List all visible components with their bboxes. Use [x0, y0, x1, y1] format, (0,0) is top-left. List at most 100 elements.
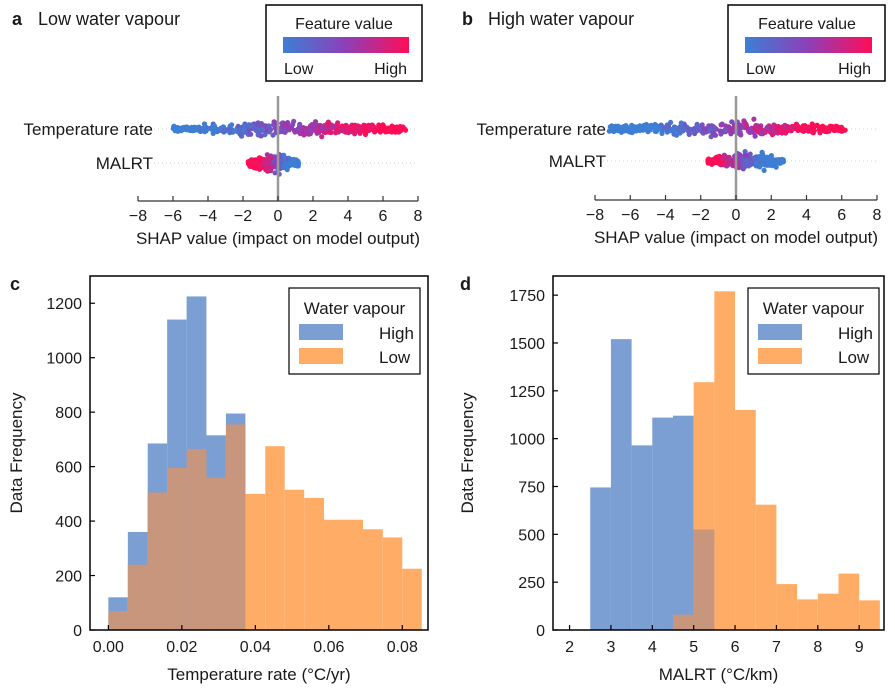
y-tick-label: 0 — [73, 623, 82, 640]
shap-plot-a: Temperature rate MALRT −8 −6 −4 −2 0 2 4 6 8 SHAP v… — [24, 96, 423, 248]
x-tick-label: 0.04 — [240, 639, 271, 656]
x-tick-label: −6 — [621, 207, 639, 224]
histogram-bar-low — [304, 497, 325, 630]
shap-point — [783, 125, 790, 131]
shap-legend-b: Feature value Low High — [727, 4, 886, 82]
shap-point — [723, 157, 729, 163]
shap-point — [286, 124, 292, 130]
shap-point — [200, 126, 206, 132]
shap-point — [761, 167, 767, 173]
histogram-bar-low — [838, 573, 860, 630]
shap-point — [695, 124, 701, 130]
shap-point — [718, 155, 724, 161]
histogram-d: 2 3 4 5 6 7 8 9 0 250 500 750 1000 1250 1500 1750 MALRT … — [458, 275, 885, 684]
histogram-bar-low — [382, 537, 403, 630]
shap-point — [822, 128, 828, 134]
shap-point — [252, 157, 258, 163]
feature-label: Temperature rate — [477, 120, 606, 139]
x-tick-label: 9 — [855, 639, 864, 656]
shap-point — [248, 131, 254, 137]
shap-point — [768, 153, 775, 159]
legend-low-label: Low — [284, 61, 314, 78]
shap-point — [348, 125, 354, 131]
shap-point — [201, 121, 208, 127]
shap-point — [352, 128, 358, 134]
shap-point — [773, 164, 779, 170]
y-tick-label: 750 — [518, 479, 545, 496]
shap-point — [699, 122, 705, 128]
x-tick-label: −6 — [164, 208, 182, 225]
shap-point — [718, 160, 724, 166]
y-tick-label: 500 — [518, 527, 545, 544]
y-tick-label: 400 — [55, 514, 82, 531]
panel-b-letter: b — [462, 9, 473, 29]
histogram-bar-overlap — [186, 448, 207, 630]
shap-point — [319, 134, 325, 140]
shap-point — [341, 124, 347, 130]
legend-low-label: Low — [746, 61, 776, 78]
shap-point — [392, 129, 398, 135]
y-axis-label: Data Frequency — [458, 392, 477, 513]
feature-dots — [170, 118, 409, 140]
histogram-bar-low — [324, 519, 344, 630]
shap-point — [319, 126, 326, 132]
y-tick-label: 600 — [55, 460, 82, 477]
x-tick-label: 5 — [689, 639, 698, 656]
shap-point — [654, 123, 660, 129]
shap-point — [363, 129, 369, 135]
shap-point — [741, 161, 748, 167]
legend-colorbar — [283, 37, 409, 53]
histogram-bar-low — [693, 382, 715, 530]
shap-point — [331, 123, 337, 130]
feature-dots — [245, 151, 302, 177]
shap-point — [358, 125, 364, 131]
shap-point — [241, 126, 247, 133]
shap-point — [617, 124, 623, 131]
shap-point — [372, 128, 378, 134]
y-axis-label: Data Frequency — [7, 392, 26, 513]
shap-point — [751, 116, 757, 122]
histogram-bars — [108, 296, 422, 630]
shap-point — [263, 167, 269, 173]
histogram-bar-high — [590, 487, 611, 630]
histogram-c: 0.00 0.02 0.04 0.06 0.08 0 200 400 600 800 1000 120… — [7, 275, 429, 684]
y-tick-label: 1000 — [509, 432, 545, 449]
legend-colorbar — [745, 37, 872, 53]
shap-point — [242, 121, 248, 127]
shap-point — [675, 126, 681, 132]
x-tick-label: 8 — [813, 639, 822, 656]
shap-point — [236, 129, 242, 135]
legend-title: Feature value — [295, 16, 393, 33]
histogram-legend: Water vapour High Low — [288, 287, 421, 375]
histogram-bar-high — [631, 445, 653, 630]
shap-point — [267, 168, 274, 174]
y-tick-label: 1500 — [509, 336, 545, 353]
shap-point — [705, 157, 711, 163]
shap-point — [758, 130, 765, 136]
shap-point — [250, 126, 256, 132]
shap-point — [765, 160, 772, 166]
feature-label: MALRT — [549, 152, 606, 171]
shap-point — [190, 126, 196, 132]
histogram-bar-low — [265, 446, 285, 630]
panel-c-letter: c — [10, 274, 20, 294]
legend-title: Feature value — [758, 16, 856, 33]
shap-point — [312, 127, 318, 133]
shap-point — [621, 125, 627, 131]
y-tick-label: 1750 — [509, 288, 545, 305]
x-tick-label: 8 — [414, 208, 423, 225]
x-axis-label: Temperature rate (°C/yr) — [167, 665, 350, 684]
histogram-bar-low — [797, 599, 818, 630]
shap-point — [231, 128, 238, 134]
shap-point — [817, 124, 823, 131]
shap-point — [389, 125, 395, 131]
x-tick-label: −8 — [129, 208, 147, 225]
shap-point — [762, 129, 769, 135]
histogram-bar-overlap — [127, 564, 148, 630]
shap-point — [752, 133, 758, 139]
histogram-bar-low — [402, 568, 422, 630]
shap-point — [186, 127, 192, 133]
histogram-bar-high — [652, 417, 673, 630]
feature-label: Temperature rate — [24, 120, 153, 139]
shap-point — [800, 128, 807, 134]
